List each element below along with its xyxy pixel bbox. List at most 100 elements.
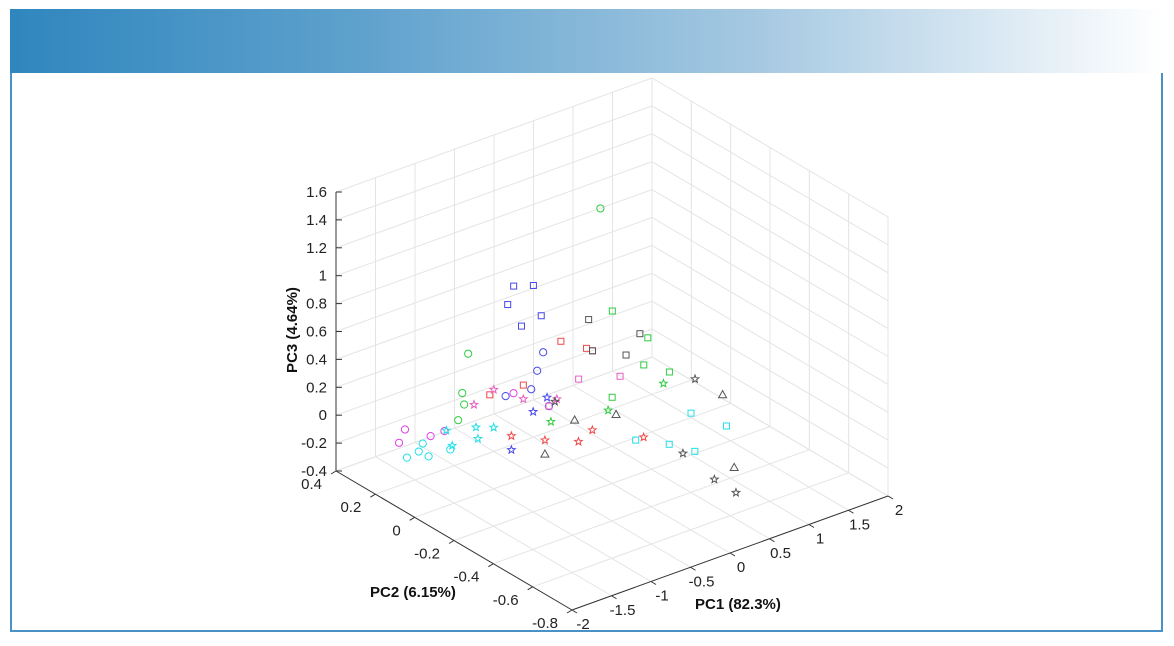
- side-wall-grid-z: [651, 133, 889, 274]
- z-tick-label: 0.2: [306, 379, 327, 396]
- back-wall-grid-z: [335, 77, 653, 193]
- data-point-circle: [527, 385, 536, 394]
- side-wall-grid-z: [651, 244, 889, 385]
- back-wall-grid-z: [335, 217, 653, 332]
- data-point-triangle: [729, 462, 740, 472]
- back-wall-grid-z: [335, 244, 653, 360]
- data-point-square: [575, 375, 583, 383]
- x-tick-mark: [729, 552, 736, 557]
- y-tick-label: 0.4: [301, 476, 322, 493]
- side-wall-grid-z: [651, 161, 889, 302]
- data-point-square: [557, 337, 565, 345]
- data-point-star: [709, 474, 720, 484]
- data-point-star: [472, 433, 484, 444]
- y-tick-label: -0.8: [532, 615, 558, 632]
- points-layer: [394, 204, 742, 498]
- z-tick-label: 1.6: [306, 184, 327, 201]
- z-tick-label: 1: [319, 268, 327, 285]
- data-point-circle: [460, 400, 469, 409]
- data-point-star: [638, 431, 649, 442]
- axes-layer: [330, 191, 894, 614]
- data-point-circle: [509, 389, 518, 398]
- data-point-star: [573, 436, 584, 446]
- data-point-square: [665, 440, 673, 448]
- data-point-star: [677, 448, 689, 458]
- x-tick-label: 0.5: [770, 545, 791, 562]
- data-point-square: [608, 393, 616, 401]
- data-point-square: [632, 436, 640, 444]
- back-wall-grid-z: [335, 133, 653, 249]
- data-point-square: [486, 391, 494, 399]
- data-point-star: [447, 440, 458, 450]
- data-point-star: [587, 424, 598, 435]
- y-tick-label: -0.6: [493, 592, 519, 609]
- data-point-circle: [539, 348, 548, 357]
- y-tick-label: 0.2: [340, 499, 361, 516]
- z-tick-label: -0.2: [301, 435, 327, 452]
- data-point-circle: [402, 453, 412, 462]
- data-point-star: [441, 425, 452, 435]
- data-point-square: [622, 351, 630, 359]
- x-tick-mark: [611, 595, 617, 600]
- data-point-star: [539, 434, 551, 445]
- data-point-circle: [596, 204, 605, 213]
- data-point-circle: [454, 416, 463, 425]
- z-tick-label: 0.6: [306, 324, 327, 341]
- data-point-square: [529, 281, 537, 289]
- data-point-circle: [533, 366, 542, 375]
- data-point-circle: [544, 402, 554, 411]
- x-tick-label: -1: [655, 588, 668, 605]
- x-tick-label: -0.5: [689, 573, 715, 590]
- data-point-square: [616, 372, 624, 380]
- y-axis-label: PC2 (6.15%): [370, 584, 456, 601]
- y-tick-mark: [409, 516, 415, 521]
- x-tick-label: 2: [895, 502, 903, 519]
- data-point-square: [510, 282, 518, 290]
- y-tick-mark: [448, 540, 455, 544]
- data-point-star: [730, 487, 742, 498]
- data-point-star: [506, 444, 517, 455]
- data-point-star: [541, 392, 553, 402]
- data-point-star: [602, 405, 614, 415]
- x-tick-mark: [650, 581, 657, 585]
- z-tick-label: 0.4: [306, 351, 327, 368]
- data-point-triangle: [717, 389, 728, 399]
- floor-grid-y: [375, 379, 692, 495]
- data-point-star: [518, 393, 529, 404]
- x-tick-mark: [690, 566, 696, 571]
- z-tick-label: 0.8: [306, 296, 327, 313]
- data-point-square: [636, 330, 644, 338]
- data-point-triangle: [540, 448, 550, 458]
- x-tick-mark: [848, 509, 854, 514]
- data-point-square: [545, 402, 553, 410]
- x-tick-mark: [808, 524, 815, 528]
- data-point-square: [665, 368, 673, 376]
- data-point-star: [488, 422, 499, 432]
- data-point-circle: [458, 388, 467, 398]
- data-point-circle: [394, 438, 404, 447]
- side-wall-grid-z: [651, 189, 889, 330]
- x-tick-label: 1.5: [849, 516, 870, 533]
- side-wall-grid-z: [651, 217, 889, 357]
- back-wall-grid-z: [335, 161, 653, 277]
- data-point-circle: [464, 349, 473, 358]
- x-axis-label: PC1 (82.3%): [695, 596, 781, 613]
- data-point-square: [589, 347, 596, 355]
- data-point-star: [549, 396, 561, 406]
- data-point-circle: [400, 425, 410, 434]
- data-point-square: [722, 422, 730, 430]
- grid-layer: [335, 77, 889, 611]
- data-point-circle: [414, 447, 423, 456]
- y-tick-mark: [566, 609, 573, 614]
- data-point-star: [551, 393, 563, 404]
- data-point-circle: [501, 392, 510, 401]
- side-wall-grid-z: [651, 105, 889, 246]
- back-wall-grid-z: [335, 356, 653, 472]
- data-point-star: [488, 384, 499, 395]
- y-tick-label: -0.4: [453, 569, 479, 586]
- z-tick-label: 1.2: [306, 240, 327, 257]
- x-tick-mark: [887, 495, 894, 500]
- data-point-square: [537, 312, 545, 320]
- z-axis-label: PC3 (4.64%): [284, 287, 301, 373]
- data-point-square: [585, 316, 593, 324]
